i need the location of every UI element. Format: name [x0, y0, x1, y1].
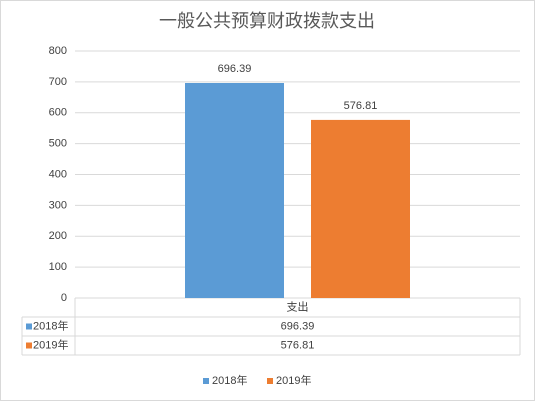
y-tick-label: 0 — [61, 292, 67, 304]
data-label: 576.81 — [344, 100, 378, 112]
legend-label: 2018年 — [212, 373, 247, 387]
chart-title: 一般公共预算财政拨款支出 — [159, 11, 375, 31]
legend-swatch — [267, 378, 273, 384]
bar — [185, 82, 284, 298]
table-value: 576.81 — [281, 339, 315, 351]
y-tick-label: 500 — [49, 138, 67, 150]
table-series-name: 2018年 — [33, 318, 68, 332]
table-series-name: 2019年 — [33, 337, 68, 351]
bar — [311, 119, 410, 298]
y-tick-label: 700 — [49, 76, 67, 88]
table-value: 696.39 — [281, 320, 315, 332]
table-swatch — [26, 323, 32, 330]
legend-swatch — [203, 378, 209, 384]
data-label: 696.39 — [218, 63, 252, 75]
y-tick-label: 600 — [49, 107, 67, 119]
x-tick-label: 支出 — [287, 299, 309, 313]
y-tick-label: 300 — [49, 199, 67, 211]
y-tick-label: 800 — [49, 45, 67, 57]
table-swatch — [26, 342, 32, 349]
y-tick-label: 200 — [49, 230, 67, 242]
y-tick-label: 100 — [49, 261, 67, 273]
legend-label: 2019年 — [276, 373, 311, 387]
y-tick-label: 400 — [49, 168, 67, 180]
